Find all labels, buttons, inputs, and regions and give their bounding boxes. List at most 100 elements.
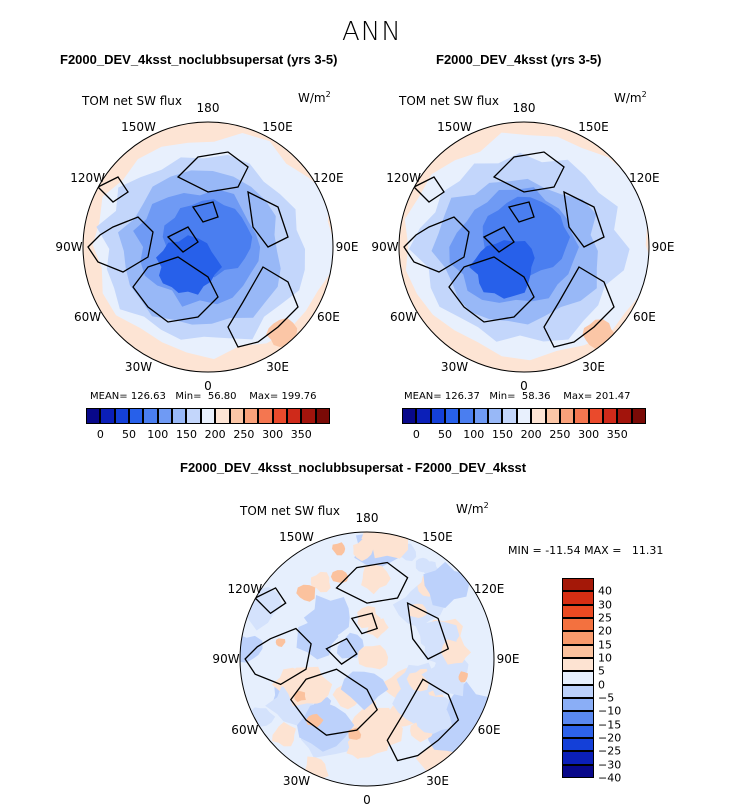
panel3-title: F2000_DEV_4ksst_noclubbsupersat - F2000_… [180, 460, 527, 475]
cb1-tick-4: 200 [204, 428, 226, 441]
lon1-lon-11: 150W [121, 119, 156, 134]
cb1-swatch-0 [86, 408, 101, 424]
lon1-lon-7: 30W [124, 360, 153, 375]
cb3-tick-12: −25 [598, 744, 622, 758]
cb2-swatch-12 [574, 408, 589, 424]
panel3-units: W/m2 [456, 501, 489, 516]
cb2-swatch-2 [430, 408, 446, 424]
panel3-map-patch-58 [297, 701, 355, 752]
panel2-stats: MEAN= 126.37 Min= 58.36 Max= 201.47 [404, 391, 630, 402]
cb3-swatch-3 [562, 618, 594, 632]
cb2-tick-7: 350 [606, 428, 628, 441]
panel3-map-patch-59 [346, 735, 371, 760]
cb1-swatch-13 [272, 408, 287, 424]
panel1-map-coast-7 [191, 201, 219, 223]
cb3-tick-6: 5 [598, 664, 605, 678]
cb2-swatch-7 [502, 408, 517, 424]
panel2-map-band-greenland [469, 240, 535, 299]
panel1-stats: MEAN= 126.63 Min= 56.80 Max= 199.76 [90, 391, 316, 402]
panel3-map-coast-5 [254, 587, 287, 615]
lon3-lon-4: 60E [477, 722, 501, 737]
panel3-map-coast-2 [335, 561, 409, 604]
panel3-map-patch-12 [415, 557, 434, 573]
panel2-title: F2000_DEV_4ksst (yrs 3-5) [436, 52, 602, 67]
panel1-units-base: W/m [298, 91, 326, 105]
cb1-swatch-2 [114, 408, 130, 424]
lon2-lon-4: 60E [632, 309, 656, 324]
cb2-swatch-14 [602, 408, 618, 424]
cb2-tick-3: 150 [491, 428, 513, 441]
cb1-swatch-1 [100, 408, 115, 424]
main-title: ANN [342, 17, 402, 47]
panel3-map-patch-44 [361, 532, 408, 559]
panel3-variable: TOM net SW flux [240, 504, 341, 518]
cb1-swatch-12 [258, 408, 273, 424]
panel3-map-patch-27 [240, 634, 263, 663]
lon2-lon-3: 90E [651, 240, 675, 254]
cb1-swatch-9 [215, 408, 230, 424]
cb2-swatch-15 [617, 408, 632, 424]
lon3-lon-9: 90W [212, 652, 240, 666]
cb1-tick-0: 0 [96, 428, 104, 441]
panel3-min-label: MIN = [508, 544, 542, 557]
panel3-map-strong-3 [294, 690, 306, 703]
panel3-map-strong-1 [332, 542, 346, 556]
cb3-tick-3: 20 [598, 624, 612, 638]
panel1-min-value: 56.80 [207, 391, 237, 402]
lon2-lon-5: 30E [582, 360, 605, 375]
panel2-map-border [398, 121, 650, 373]
cb2-swatch-10 [545, 408, 560, 424]
panel1-max-value: 199.76 [281, 391, 317, 402]
panel2-max-value: 201.47 [595, 391, 631, 402]
panel2-map-coast-3 [563, 190, 605, 248]
cb1-swatch-3 [129, 408, 144, 424]
cb3-tick-2: 25 [598, 611, 612, 625]
cb3-swatch-4 [562, 631, 594, 645]
cb1-tick-5: 250 [233, 428, 255, 441]
panel3-map-patch-56 [441, 639, 472, 665]
cb3-swatch-9 [562, 698, 594, 712]
lon3-lon-7: 30W [282, 774, 311, 789]
cb3-swatch-13 [562, 751, 594, 765]
cb1-swatch-16 [315, 408, 330, 424]
panel3-map-strong-5 [458, 671, 468, 683]
cb1-tick-3: 150 [175, 428, 197, 441]
panel2-mean-value: 126.37 [444, 391, 480, 402]
cb3-tick-5: 10 [598, 651, 612, 665]
panel1-max-label: Max= [249, 391, 279, 402]
cb1-swatch-15 [301, 408, 316, 424]
cb2-swatch-8 [516, 408, 532, 424]
cb1-swatch-10 [229, 408, 244, 424]
lon2-lon-11: 150W [437, 119, 472, 134]
panel3-map-coast-1 [289, 668, 378, 736]
cb2-tick-2: 100 [463, 428, 485, 441]
panel1-mean-value: 126.63 [130, 391, 166, 402]
panel3-map-patch-34 [353, 539, 373, 562]
lon1-lon-10: 120W [70, 170, 105, 185]
cb3-swatch-7 [562, 671, 594, 685]
cb2-swatch-0 [402, 408, 417, 424]
panel3-map-coast-7 [350, 612, 379, 635]
panel3-units-exp: 2 [483, 501, 489, 510]
cb1-swatch-5 [157, 408, 173, 424]
cb2-tick-0: 0 [412, 428, 420, 441]
panel3-map-patch-55 [414, 698, 453, 734]
cb3-swatch-6 [562, 658, 594, 672]
cb1-swatch-14 [286, 408, 302, 424]
panel3-map-strong-0 [275, 638, 286, 647]
panel3-units-base: W/m [456, 502, 484, 516]
lon3-lon-0: 180 [355, 511, 379, 525]
lon1-lon-3: 90E [335, 240, 359, 254]
lon2-lon-0: 180 [512, 101, 536, 115]
lon2-lon-8: 60W [390, 309, 418, 324]
cb2-tick-5: 250 [549, 428, 571, 441]
lon3-lon-5: 30E [426, 774, 449, 789]
panel3-map-coast-0 [244, 627, 312, 686]
cb3-swatch-1 [562, 591, 594, 605]
cb2-swatch-6 [488, 408, 503, 424]
cb3-swatch-0 [562, 578, 594, 592]
lon1-lon-5: 30E [266, 360, 289, 375]
lon1-lon-6: 0 [204, 379, 212, 393]
panel3-map-patch-38 [361, 564, 391, 595]
